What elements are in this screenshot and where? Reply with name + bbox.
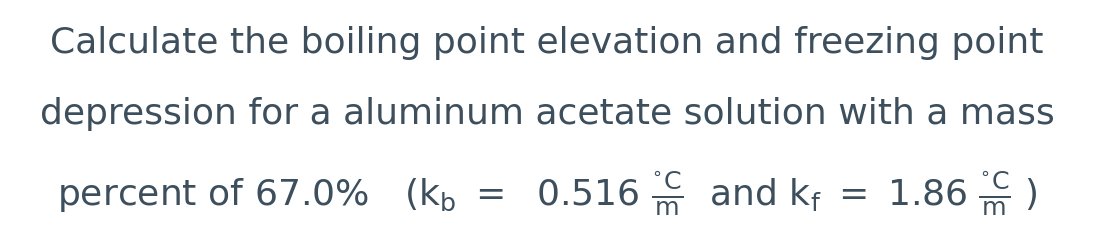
Text: $\mathsf{percent\ of\ 67.0\%\ \ \ (k_{b}\ =\ \ 0.516}\ \frac{^{\circ}\mathsf{C}}: $\mathsf{percent\ of\ 67.0\%\ \ \ (k_{b}… [57,170,1037,219]
Text: depression for a aluminum acetate solution with a mass: depression for a aluminum acetate soluti… [39,97,1055,131]
Text: Calculate the boiling point elevation and freezing point: Calculate the boiling point elevation an… [50,26,1044,60]
